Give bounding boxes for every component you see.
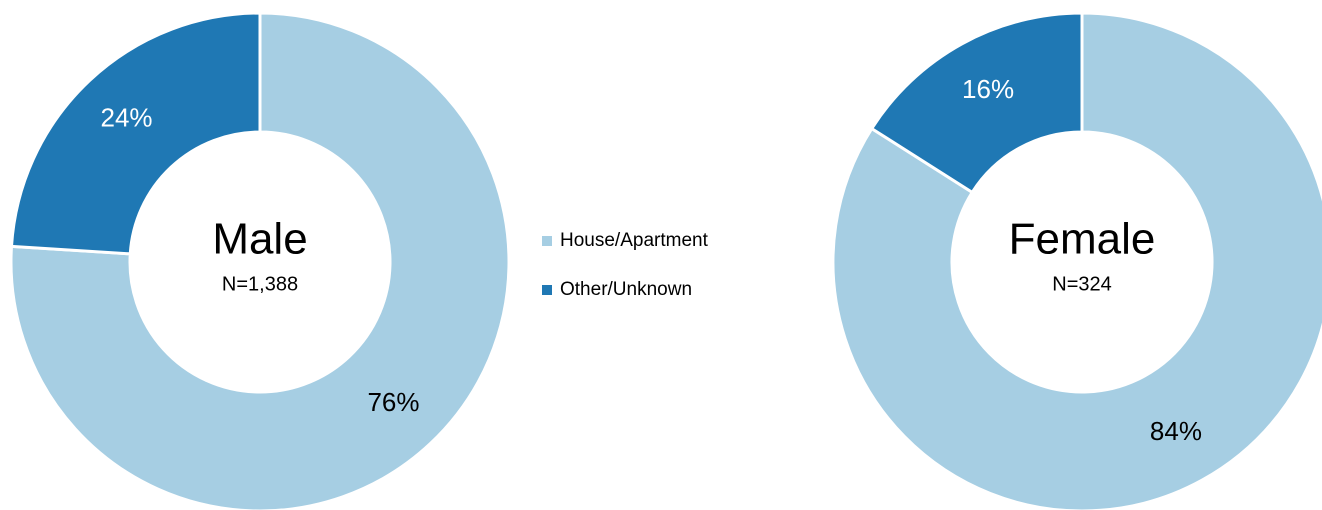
legend-swatch [542, 285, 552, 295]
slice-label: 76% [367, 387, 419, 417]
slice-label: 24% [100, 103, 152, 133]
donut-slice [869, 11, 1084, 195]
donut-slice [9, 11, 262, 256]
center-title: Female [1009, 215, 1156, 264]
donut-slice [9, 11, 511, 510]
slice-label: 84% [1150, 416, 1202, 446]
legend-label: House/Apartment [560, 230, 709, 251]
slice-label: 16% [962, 74, 1014, 104]
center-title: Male [212, 215, 307, 264]
donut-slice [831, 11, 1322, 510]
legend-swatch [542, 236, 552, 246]
center-subtitle: N=324 [1052, 273, 1112, 295]
legend-label: Other/Unknown [560, 279, 692, 300]
center-subtitle: N=1,388 [222, 273, 298, 295]
